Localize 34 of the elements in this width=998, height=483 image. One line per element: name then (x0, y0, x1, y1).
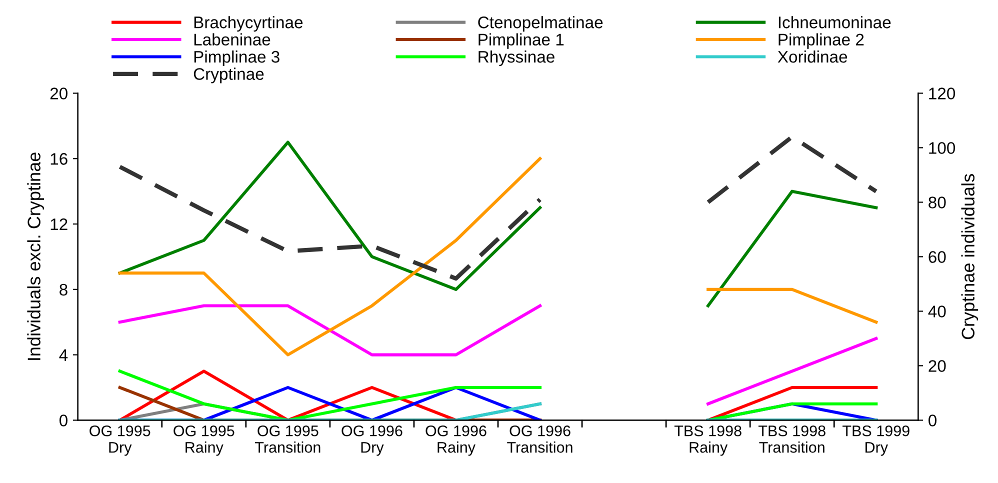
legend-label: Cryptinae (194, 68, 264, 84)
x-tick-label: OG 1996 Dry (342, 425, 402, 456)
legend-label: Ichneumoninae (778, 16, 891, 28)
y-tick-label: 8 (60, 284, 68, 296)
y-tick-label: 20 (50, 88, 68, 100)
legend-label: Brachycyrtinae (194, 16, 303, 32)
legend-label: Xoridinae (778, 50, 848, 63)
legend-label: Pimplinae 1 (478, 33, 564, 49)
y-tick-label: 0 (60, 414, 68, 426)
legend-label: Labeninae (194, 33, 270, 46)
x-tick-label: OG 1996 Rainy (426, 425, 486, 456)
x-tick-label: TBS 1998 Rainy (674, 425, 742, 456)
y-tick-label: 16 (50, 153, 68, 165)
y2-tick-label: 120 (929, 88, 956, 100)
y2-tick-label: 60 (928, 251, 946, 263)
y-axis-title: Individuals excl. Cryptinae (27, 152, 44, 360)
x-tick-label: OG 1995 Transition (255, 425, 320, 453)
x-tick-label: OG 1995 Rainy (174, 425, 234, 456)
x-tick-label: OG 1995 Dry (90, 425, 150, 456)
x-tick-label: TBS 1998 Transition (758, 425, 826, 453)
legend-label: Pimplinae 2 (778, 33, 864, 49)
legend-label: Pimplinae 3 (194, 50, 280, 66)
y-tick-label: 12 (50, 218, 68, 230)
x-tick-label: OG 1996 Transition (507, 425, 572, 453)
y2-axis-title: Cryptinae individuals (961, 174, 978, 340)
legend-label: Rhyssinae (478, 50, 554, 66)
y-tick-label: 4 (59, 349, 68, 361)
y2-tick-label: 40 (928, 306, 946, 318)
x-tick-label: TBS 1999 Dry (842, 425, 910, 456)
legend-label: Ctenopelmatinae (478, 16, 603, 32)
y2-tick-label: 0 (928, 414, 936, 426)
y2-tick-label: 20 (928, 360, 946, 372)
y2-tick-label: 80 (928, 196, 946, 208)
y2-tick-label: 100 (929, 142, 956, 154)
